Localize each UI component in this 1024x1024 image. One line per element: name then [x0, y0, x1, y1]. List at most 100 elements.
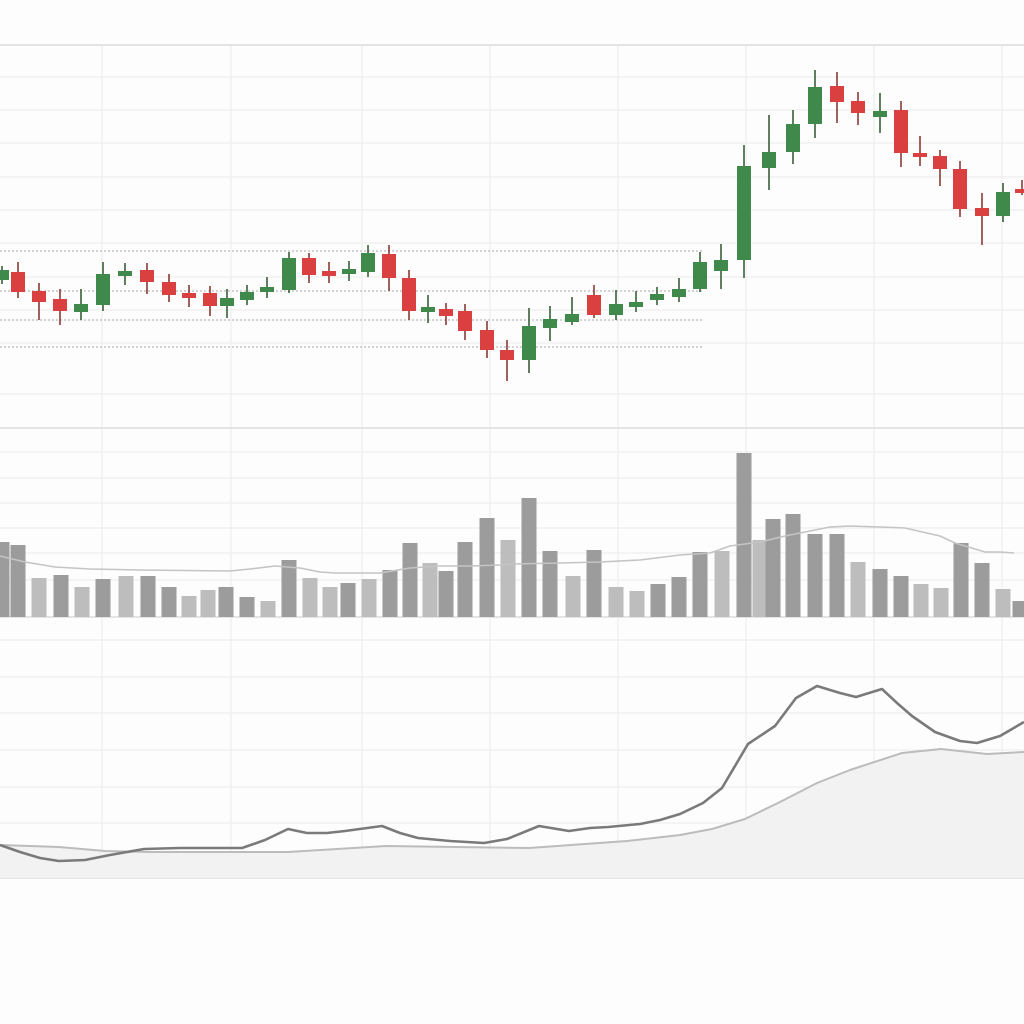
- candle-bearish[interactable]: [1015, 180, 1024, 195]
- candle-bullish[interactable]: [421, 295, 435, 323]
- candle-bullish[interactable]: [220, 289, 234, 318]
- volume-bar[interactable]: [521, 498, 537, 617]
- candle-bearish[interactable]: [53, 289, 67, 325]
- volume-bar[interactable]: [565, 576, 581, 617]
- candle-bullish[interactable]: [786, 110, 800, 164]
- volume-bar[interactable]: [457, 542, 473, 617]
- candle-bullish[interactable]: [74, 289, 88, 320]
- candle-bearish[interactable]: [851, 92, 865, 125]
- candle-bearish[interactable]: [322, 262, 336, 283]
- candle-bearish[interactable]: [587, 285, 601, 318]
- volume-bar[interactable]: [850, 562, 866, 617]
- candle-bullish[interactable]: [629, 291, 643, 312]
- volume-bar[interactable]: [479, 518, 495, 617]
- candle-bearish[interactable]: [500, 340, 514, 381]
- candle-bullish[interactable]: [737, 145, 751, 278]
- volume-bar[interactable]: [692, 552, 708, 617]
- volume-bar[interactable]: [340, 583, 356, 617]
- candle-bullish[interactable]: [808, 70, 822, 138]
- candle-bullish[interactable]: [762, 115, 776, 190]
- candle-bearish[interactable]: [913, 136, 927, 166]
- volume-bar[interactable]: [586, 550, 602, 617]
- candle-bearish[interactable]: [830, 72, 844, 123]
- candle-bearish[interactable]: [11, 262, 25, 298]
- volume-bar[interactable]: [322, 587, 338, 617]
- volume-bar[interactable]: [829, 534, 845, 617]
- volume-bar[interactable]: [913, 584, 929, 617]
- candle-bullish[interactable]: [543, 306, 557, 341]
- volume-bar[interactable]: [438, 571, 454, 617]
- volume-bar[interactable]: [933, 588, 949, 617]
- volume-bar[interactable]: [74, 587, 90, 617]
- candle-bearish[interactable]: [162, 274, 176, 302]
- candle-bearish[interactable]: [933, 150, 947, 186]
- volume-bar[interactable]: [872, 569, 888, 617]
- candle-bullish[interactable]: [240, 285, 254, 305]
- candle-bearish[interactable]: [203, 286, 217, 316]
- candle-bullish[interactable]: [361, 245, 375, 277]
- volume-bar[interactable]: [422, 563, 438, 617]
- candle-bullish[interactable]: [672, 278, 686, 302]
- candle-bullish[interactable]: [522, 308, 536, 373]
- candle-bullish[interactable]: [96, 262, 110, 311]
- volume-bar[interactable]: [140, 576, 156, 617]
- volume-bar[interactable]: [10, 545, 26, 617]
- volume-bar[interactable]: [785, 514, 801, 617]
- volume-bar[interactable]: [629, 591, 645, 617]
- indicator-panel-lines[interactable]: [0, 684, 1024, 878]
- candle-bearish[interactable]: [382, 245, 396, 291]
- volume-bar[interactable]: [752, 540, 768, 617]
- candle-bullish[interactable]: [714, 244, 728, 289]
- volume-bar[interactable]: [281, 560, 297, 617]
- candle-bullish[interactable]: [0, 266, 9, 284]
- volume-bar[interactable]: [200, 590, 216, 617]
- candle-bullish[interactable]: [342, 261, 356, 281]
- volume-bar[interactable]: [218, 587, 234, 617]
- candle-bullish[interactable]: [565, 297, 579, 325]
- candle-bearish[interactable]: [32, 283, 46, 320]
- candle-bearish[interactable]: [953, 161, 967, 217]
- candle-bearish[interactable]: [182, 285, 196, 307]
- volume-bar[interactable]: [671, 577, 687, 617]
- volume-bar[interactable]: [893, 576, 909, 617]
- volume-bar[interactable]: [382, 570, 398, 617]
- volume-bar[interactable]: [714, 551, 730, 617]
- indicator-line-slow[interactable]: [0, 748, 1024, 853]
- volume-bar[interactable]: [31, 578, 47, 617]
- candle-bullish[interactable]: [260, 277, 274, 298]
- candle-bearish[interactable]: [458, 304, 472, 340]
- volume-bar[interactable]: [765, 519, 781, 617]
- candle-bearish[interactable]: [480, 321, 494, 358]
- volume-bar[interactable]: [736, 453, 752, 617]
- volume-bar[interactable]: [161, 587, 177, 617]
- price-panel-candles[interactable]: [0, 70, 1024, 381]
- candle-bullish[interactable]: [282, 252, 296, 293]
- volume-bar[interactable]: [95, 579, 111, 617]
- volume-bar[interactable]: [974, 563, 990, 617]
- candle-bullish[interactable]: [609, 290, 623, 320]
- candle-bearish[interactable]: [975, 193, 989, 245]
- volume-bar[interactable]: [500, 540, 516, 617]
- candle-bullish[interactable]: [873, 93, 887, 133]
- volume-bar[interactable]: [608, 587, 624, 617]
- volume-bar[interactable]: [181, 596, 197, 617]
- volume-bar[interactable]: [361, 579, 377, 617]
- volume-bar[interactable]: [0, 542, 10, 617]
- volume-bar[interactable]: [953, 543, 969, 617]
- volume-bar[interactable]: [302, 578, 318, 617]
- volume-bar[interactable]: [402, 543, 418, 617]
- volume-bar[interactable]: [995, 589, 1011, 617]
- indicator-line-fast[interactable]: [0, 684, 1024, 863]
- candle-bullish[interactable]: [650, 287, 664, 305]
- volume-bar[interactable]: [542, 551, 558, 617]
- candle-bearish[interactable]: [302, 253, 316, 283]
- volume-bar[interactable]: [807, 534, 823, 617]
- volume-bar[interactable]: [239, 597, 255, 617]
- volume-panel-bars[interactable]: [0, 453, 1024, 617]
- volume-bar[interactable]: [53, 575, 69, 617]
- volume-bar[interactable]: [260, 601, 276, 617]
- candle-bearish[interactable]: [140, 263, 154, 294]
- candle-bearish[interactable]: [894, 101, 908, 167]
- volume-bar[interactable]: [1012, 601, 1024, 617]
